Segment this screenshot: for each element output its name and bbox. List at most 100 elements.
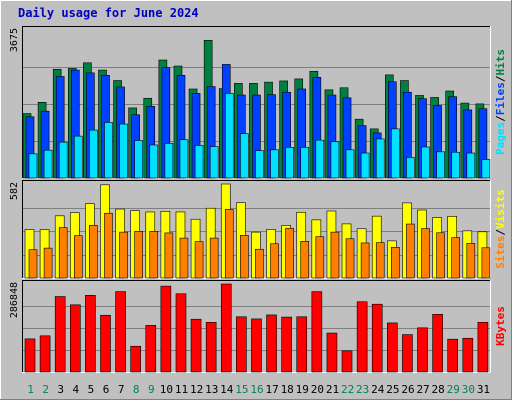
sites-bar [89,225,98,279]
x-tick-label: 3 [57,383,64,396]
kbytes-bar [39,335,51,373]
kbytes-bar [387,322,398,373]
pages-bar [149,144,159,179]
chart-title: Daily usage for June 2024 [18,6,199,20]
sites-bar [466,243,476,279]
x-tick-label: 2 [42,383,49,396]
x-tick-label: 17 [265,383,278,396]
kbytes-bar [130,345,141,373]
pages-bar [194,145,204,179]
sites-bar [194,241,204,279]
kbytes-bar [417,327,428,373]
pages-bar [164,143,174,179]
pages-bar [391,128,400,179]
kbytes-bar [432,314,443,373]
pages-bar [451,151,461,179]
kbytes-bar [251,318,262,373]
kbytes-bar [220,283,232,373]
pages-bar [179,139,189,179]
kbytes-bar [24,338,36,373]
legend-sites: Sites [494,236,507,269]
kbytes-bar [236,316,247,373]
kbytes-bar [160,285,172,373]
kbytes-bar [175,293,187,373]
sites-bar [119,231,128,279]
sites-bar [164,232,174,279]
sites-bar [179,237,189,279]
sites-bar [270,243,279,279]
x-tick-label: 28 [432,383,445,396]
x-tick-label: 16 [250,383,263,396]
x-tick-label: 23 [356,383,369,396]
sites-bar [360,242,370,279]
sites-bar [73,235,83,279]
kbytes-bar [356,301,368,373]
kbytes-bar [281,316,292,373]
x-tick-label: 4 [73,383,80,396]
pages-bar [255,150,264,179]
legend-hits: Hits [494,49,507,76]
sites-bar [451,237,461,279]
sites-bar [58,227,68,279]
x-tick-label: 12 [190,383,203,396]
pages-bar [28,153,38,179]
sites-bar [104,212,113,279]
x-tick-label: 14 [220,383,234,396]
sites-bar [209,237,219,279]
kbytes-bar [190,318,202,373]
x-tick-label: 26 [401,383,414,396]
ymax-label: 286848 [9,282,20,318]
pages-bar [270,149,279,179]
pages-bar [73,135,83,179]
legend: KBytes [494,306,507,346]
kbytes-bar [54,296,66,373]
sites-bar [345,238,355,279]
kbytes-bar [447,338,459,373]
x-tick-label: 19 [296,383,309,396]
legend: Pages/Files/Hits [494,49,507,155]
x-tick-label: 7 [118,383,125,396]
x-tick-label: 5 [88,383,95,396]
sites-bar [481,247,491,279]
pages-bar [240,133,249,179]
pages-bar [421,146,430,179]
x-tick-label: 6 [103,383,110,396]
legend: Sites/Visits [494,189,507,269]
pages-bar [360,152,370,179]
legend-separator: / [494,75,507,82]
kbytes-bar [341,350,353,373]
legend-files: Files [494,82,507,115]
kbytes-bar [69,304,81,373]
legend-separator: / [494,115,507,122]
x-tick-label: 24 [371,383,385,396]
legend-visits: Visits [494,189,507,229]
kbytes-bar [115,291,126,373]
x-tick-label: 13 [205,383,218,396]
pages-bar [58,141,68,179]
sites-bar [149,231,159,279]
kbytes-bar [402,334,413,373]
pages-bar [300,147,310,179]
kbytes-bar [462,337,474,373]
pages-bar [436,151,445,179]
kbytes-bar [311,291,323,373]
sites-bar [300,241,310,279]
x-tick-label: 29 [447,383,460,396]
sites-bar [421,228,430,279]
x-tick-label: 18 [281,383,294,396]
pages-bar [315,139,325,179]
pages-bar [134,140,143,179]
kbytes-bar [326,332,338,373]
x-tick-label: 25 [386,383,399,396]
kbytes-bar [477,322,489,373]
x-tick-label: 1 [27,383,34,396]
pages-bar [375,138,385,179]
sites-bar [28,249,38,279]
kbytes-bar [266,314,277,373]
x-tick-label: 22 [341,383,354,396]
x-tick-label: 10 [160,383,173,396]
legend-separator: / [494,229,507,236]
x-tick-label: 15 [235,383,248,396]
x-tick-label: 30 [462,383,475,396]
